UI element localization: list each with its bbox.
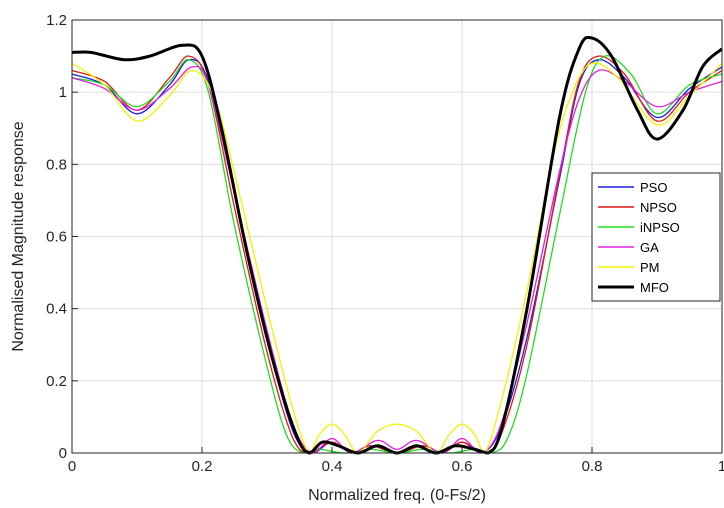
legend-label-npso: NPSO	[640, 200, 677, 215]
legend: PSO NPSO iNPSO GA PM MFO	[591, 172, 721, 302]
y-tick-label: 1.2	[46, 12, 67, 29]
x-tick-label: 0	[68, 458, 76, 475]
series-line-mfo	[71, 35, 724, 455]
y-tick-label: 0.8	[46, 156, 67, 173]
x-tick-label: 0.8	[582, 458, 603, 475]
legend-label-pm: PM	[640, 260, 660, 275]
legend-box	[591, 172, 721, 302]
y-tick-label: 0.2	[46, 373, 67, 390]
series-line-ga	[71, 65, 723, 454]
y-tick-label: 0	[59, 445, 67, 462]
y-axis-label: Normalised Magnitude response	[10, 121, 27, 351]
x-tick-label: 0.2	[192, 458, 213, 475]
legend-label-inpso: iNPSO	[640, 220, 680, 235]
y-tick-label: 1	[59, 84, 67, 101]
x-axis-label: Normalized freq. (0-Fs/2)	[308, 487, 486, 504]
legend-label-ga: GA	[640, 240, 659, 255]
x-tick-label: 1	[718, 458, 724, 475]
tick-labels: 0 0.2 0.4 0.6 0.8 1 0 0.2 0.4 0.6 0.8 1 1.2	[46, 12, 724, 475]
legend-label-mfo: MFO	[640, 280, 669, 295]
x-tick-label: 0.6	[452, 458, 473, 475]
y-tick-label: 0.6	[46, 229, 67, 246]
y-tick-label: 0.4	[46, 301, 67, 318]
legend-label-pso: PSO	[640, 180, 667, 195]
x-tick-label: 0.4	[322, 458, 343, 475]
